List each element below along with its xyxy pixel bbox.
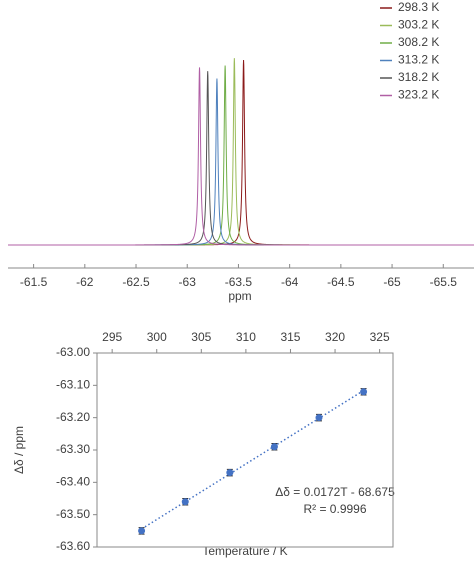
x-axis-label: ppm bbox=[228, 289, 251, 303]
data-point bbox=[138, 527, 146, 535]
y-tick-label: -63.20 bbox=[56, 410, 90, 424]
legend-label: 313.2 K bbox=[398, 53, 439, 67]
x-tick-label: 310 bbox=[236, 330, 256, 344]
spectrum-line bbox=[8, 67, 474, 246]
y-tick-label: -63.50 bbox=[56, 507, 90, 521]
annotation: Δδ = 0.0172T - 68.675 bbox=[275, 485, 395, 499]
x-tick-label: -63 bbox=[179, 275, 197, 289]
x-tick-label: -62 bbox=[76, 275, 94, 289]
y-tick-label: -63.30 bbox=[56, 442, 90, 456]
x-tick-label: -65 bbox=[383, 275, 401, 289]
data-point bbox=[360, 388, 368, 396]
y-tick-label: -63.60 bbox=[56, 539, 90, 553]
data-point bbox=[181, 498, 189, 506]
x-tick-label: 295 bbox=[102, 330, 122, 344]
x-tick-label: 320 bbox=[325, 330, 345, 344]
x-tick-label: 300 bbox=[147, 330, 167, 344]
y-tick-label: -63.10 bbox=[56, 378, 90, 392]
y-axis-label: Δδ / ppm bbox=[12, 426, 26, 474]
x-tick-label: 325 bbox=[370, 330, 390, 344]
legend-label: 308.2 K bbox=[398, 35, 439, 49]
data-point bbox=[226, 469, 234, 477]
legend-label: 318.2 K bbox=[398, 70, 439, 84]
x-tick-label: -61.5 bbox=[20, 275, 48, 289]
x-tick-label: -65.5 bbox=[430, 275, 458, 289]
legend-label: 298.3 K bbox=[398, 0, 439, 14]
x-tick-label: 315 bbox=[280, 330, 300, 344]
annotation: R² = 0.9996 bbox=[303, 502, 366, 516]
legend-label: 323.2 K bbox=[398, 88, 439, 102]
x-axis-label: Temperature / K bbox=[202, 544, 287, 558]
data-point bbox=[315, 414, 323, 422]
x-tick-label: -64 bbox=[281, 275, 299, 289]
plot-area bbox=[96, 352, 394, 548]
x-tick-label: 305 bbox=[191, 330, 211, 344]
data-point bbox=[270, 443, 278, 451]
spectrum-line bbox=[8, 78, 474, 246]
x-tick-label: -63.5 bbox=[225, 275, 253, 289]
x-tick-label: -62.5 bbox=[122, 275, 150, 289]
y-tick-label: -63.00 bbox=[56, 345, 90, 359]
x-tick-label: -64.5 bbox=[327, 275, 355, 289]
legend-label: 303.2 K bbox=[398, 18, 439, 32]
y-tick-label: -63.40 bbox=[56, 475, 90, 489]
